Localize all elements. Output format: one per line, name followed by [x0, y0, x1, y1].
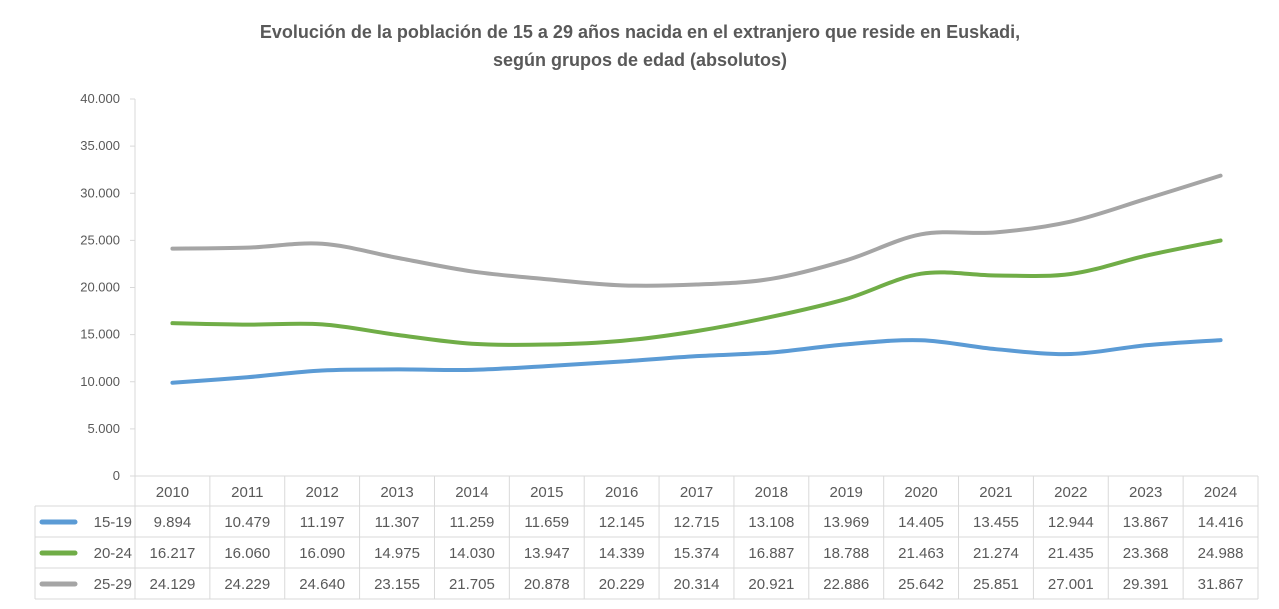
- data-label: 24.129: [149, 576, 195, 593]
- y-tick-label: 15.000: [80, 327, 120, 342]
- data-label: 20.878: [524, 576, 570, 593]
- x-category-label: 2016: [605, 484, 638, 501]
- x-category-label: 2019: [830, 484, 863, 501]
- chart-title-line-2: según grupos de edad (absolutos): [493, 50, 787, 70]
- data-label: 11.659: [524, 514, 569, 531]
- data-label: 24.640: [299, 576, 345, 593]
- data-label: 16.090: [299, 545, 345, 562]
- y-tick-label: 10.000: [80, 374, 120, 389]
- data-label: 15.374: [674, 545, 720, 562]
- x-category-label: 2014: [455, 484, 488, 501]
- x-category-label: 2012: [305, 484, 338, 501]
- data-label: 11.259: [450, 514, 495, 531]
- data-label: 25.642: [898, 576, 944, 593]
- data-label: 10.479: [224, 514, 270, 531]
- data-label: 16.060: [224, 545, 270, 562]
- x-category-label: 2023: [1129, 484, 1162, 501]
- x-category-label: 2011: [231, 484, 263, 501]
- y-tick-label: 30.000: [80, 185, 120, 200]
- x-category-label: 2013: [380, 484, 413, 501]
- data-label: 31.867: [1198, 576, 1244, 593]
- data-label: 13.947: [524, 545, 570, 562]
- data-label: 21.274: [973, 545, 1019, 562]
- data-label: 23.155: [374, 576, 420, 593]
- data-label: 24.988: [1198, 545, 1244, 562]
- data-label: 23.368: [1123, 545, 1169, 562]
- data-label: 14.030: [449, 545, 495, 562]
- series-line-25-29: [170, 173, 1223, 288]
- data-label: 22.886: [823, 576, 869, 593]
- data-label: 12.145: [599, 514, 645, 531]
- data-label: 13.867: [1123, 514, 1169, 531]
- chart-title-line-1: Evolución de la población de 15 a 29 año…: [260, 22, 1020, 42]
- x-category-label: 2018: [755, 484, 788, 501]
- data-label: 29.391: [1123, 576, 1169, 593]
- data-label: 9.894: [154, 514, 192, 531]
- data-label: 13.969: [823, 514, 869, 531]
- y-tick-label: 0: [113, 468, 120, 483]
- x-category-label: 2021: [979, 484, 1012, 501]
- data-label: 11.307: [375, 514, 420, 531]
- y-tick-label: 40.000: [80, 91, 120, 106]
- x-category-label: 2024: [1204, 484, 1237, 501]
- x-category-label: 2010: [156, 484, 189, 501]
- data-label: 16.887: [748, 545, 794, 562]
- legend-label: 15-19: [94, 514, 132, 531]
- data-label: 12.715: [674, 514, 720, 531]
- data-label: 14.975: [374, 545, 420, 562]
- data-label: 21.435: [1048, 545, 1094, 562]
- data-label: 16.217: [149, 545, 195, 562]
- data-label: 11.197: [300, 514, 345, 531]
- y-tick-label: 25.000: [80, 232, 120, 247]
- y-tick-label: 35.000: [80, 138, 120, 153]
- data-label: 14.416: [1198, 514, 1244, 531]
- series-line-15-19: [170, 338, 1223, 385]
- data-label: 27.001: [1048, 576, 1094, 593]
- data-label: 20.229: [599, 576, 645, 593]
- data-label: 13.108: [748, 514, 794, 531]
- legend-label: 20-24: [94, 545, 132, 562]
- data-label: 24.229: [224, 576, 270, 593]
- data-label: 20.921: [748, 576, 794, 593]
- data-label: 14.405: [898, 514, 944, 531]
- data-label: 13.455: [973, 514, 1019, 531]
- data-label: 21.705: [449, 576, 495, 593]
- x-category-label: 2022: [1054, 484, 1087, 501]
- data-label: 25.851: [973, 576, 1019, 593]
- legend-label: 25-29: [94, 576, 132, 593]
- data-label: 20.314: [674, 576, 720, 593]
- data-label: 14.339: [599, 545, 645, 562]
- y-tick-label: 5.000: [87, 421, 120, 436]
- data-label: 12.944: [1048, 514, 1094, 531]
- y-tick-label: 20.000: [80, 280, 120, 295]
- data-label: 21.463: [898, 545, 944, 562]
- x-category-label: 2015: [530, 484, 563, 501]
- x-category-label: 2020: [904, 484, 937, 501]
- series-line-20-24: [170, 238, 1223, 347]
- data-label: 18.788: [823, 545, 869, 562]
- x-category-label: 2017: [680, 484, 713, 501]
